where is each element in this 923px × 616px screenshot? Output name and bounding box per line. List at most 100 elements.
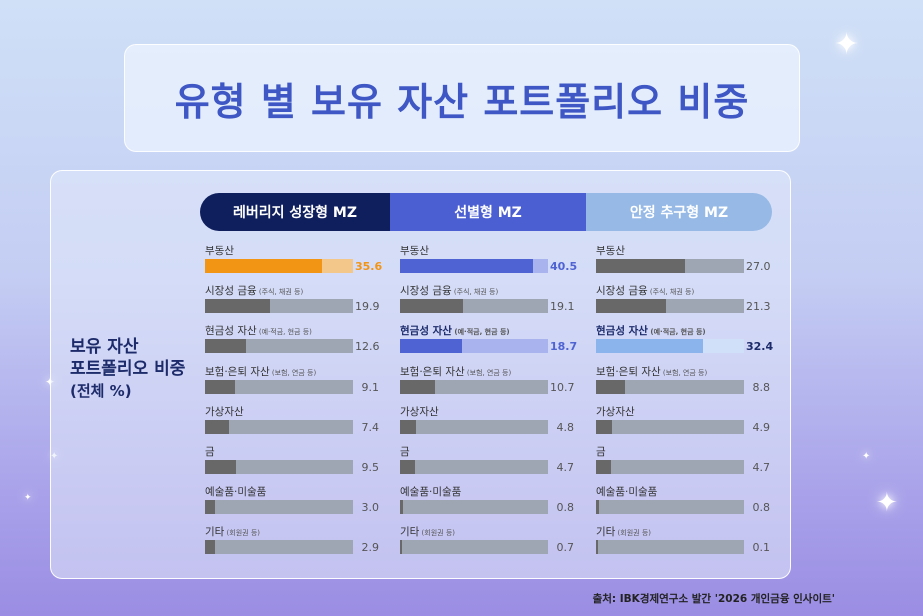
bar (596, 339, 703, 354)
category-label: 기타 (회원권 등) (205, 524, 260, 539)
value-label: 3.0 (361, 501, 380, 515)
value-label: 19.1 (550, 300, 575, 314)
bar (205, 460, 237, 474)
bar-track (596, 419, 744, 434)
category-name: 현금성 자산 (205, 325, 257, 338)
value-label: 32.4 (746, 340, 774, 354)
header-series-1: 레버리지 성장형 MZ (200, 193, 390, 231)
bar (596, 379, 625, 394)
category-label: 시장성 금융 (주식, 채권 등) (400, 283, 498, 298)
category-label: 부동산 (205, 243, 234, 258)
category-name: 기타 (205, 526, 225, 539)
side-label-line3: (전체 %) (70, 382, 132, 400)
category-label: 예술품·미술품 (205, 484, 266, 499)
category-name: 시장성 금융 (205, 285, 257, 298)
category-name: 금 (205, 446, 215, 458)
value-label: 2.9 (361, 541, 380, 555)
category-name: 보험·은퇴 자산 (400, 365, 465, 378)
bar-row: 부동산 27.0 (596, 243, 771, 283)
value-label: 8.8 (752, 380, 771, 394)
bar-row: 시장성 금융 (주식, 채권 등) 19.1 (400, 283, 575, 323)
bar-track (205, 379, 353, 394)
category-note: (예·적금, 현금 등) (256, 328, 312, 337)
category-note: (주식, 채권 등) (647, 288, 695, 297)
value-label: 21.3 (746, 300, 771, 314)
category-note: (보험, 연금 등) (269, 368, 317, 377)
category-label: 보험·은퇴 자산 (보험, 연금 등) (205, 364, 316, 379)
category-name: 가상자산 (205, 405, 244, 418)
category-name: 기타 (400, 526, 420, 539)
category-name: 가상자산 (400, 405, 439, 418)
value-label: 0.1 (752, 541, 771, 555)
bar-track (596, 540, 744, 555)
bar (400, 259, 534, 273)
side-label: 보유 자산 포트폴리오 비중 (전체 %) (70, 336, 200, 402)
bar-track (400, 339, 548, 354)
bar-row: 가상자산 4.9 (596, 404, 770, 444)
bar (205, 540, 215, 555)
bar (205, 339, 247, 354)
bar (205, 500, 215, 515)
bar-row: 기타 (회원권 등) 2.9 (205, 524, 379, 564)
bar-row: 부동산 35.6 (205, 243, 382, 283)
category-name: 금 (596, 446, 606, 458)
bar (596, 500, 599, 515)
bar-row: 현금성 자산 (예·적금, 현금 등) 12.6 (205, 323, 380, 363)
bar-track (205, 339, 353, 354)
bar-track (400, 299, 548, 314)
side-label-line2: 포트폴리오 비중 (70, 359, 186, 379)
value-label: 0.8 (752, 501, 771, 515)
category-note: (주식, 채권 등) (451, 288, 499, 297)
bar-track (205, 500, 353, 515)
header-series-2: 선별형 MZ (390, 193, 586, 231)
category-note: (회원권 등) (419, 529, 456, 538)
bar (400, 419, 416, 434)
value-label: 0.7 (556, 541, 575, 555)
category-name: 기타 (596, 526, 616, 539)
category-label: 금 (400, 444, 410, 459)
category-name: 부동산 (205, 245, 234, 257)
bar (400, 540, 403, 555)
bar-row: 가상자산 4.8 (400, 404, 574, 444)
bar (400, 339, 462, 354)
sparkle-decoration: ✦ (862, 451, 871, 462)
category-name: 예술품·미술품 (205, 486, 267, 499)
header-series-3: 안정 추구형 MZ (586, 193, 772, 231)
category-note: (보험, 연금 등) (464, 368, 512, 377)
category-label: 예술품·미술품 (596, 484, 657, 499)
category-name: 가상자산 (596, 405, 635, 418)
category-name: 보험·은퇴 자산 (596, 365, 661, 378)
bar-track (205, 460, 353, 474)
bar-track (596, 299, 744, 314)
value-label: 4.7 (556, 461, 575, 474)
bar-row: 기타 (회원권 등) 0.7 (400, 524, 574, 564)
bar (400, 379, 436, 394)
category-name: 시장성 금융 (596, 285, 648, 298)
bar-row: 보험·은퇴 자산 (보험, 연금 등) 8.8 (596, 364, 770, 404)
value-label: 19.9 (355, 300, 380, 314)
category-note: (예·적금, 현금 등) (647, 328, 706, 337)
bar-track (400, 460, 548, 474)
category-name: 부동산 (596, 245, 625, 257)
sparkle-decoration: ✦ (834, 27, 860, 62)
value-label: 40.5 (550, 260, 578, 273)
value-label: 27.0 (746, 260, 771, 273)
title-box: 유형 별 보유 자산 포트폴리오 비중 (124, 44, 800, 152)
bar (596, 460, 612, 474)
category-label: 부동산 (400, 243, 429, 258)
bar-row: 예술품·미술품 3.0 (205, 484, 379, 524)
category-label: 시장성 금융 (주식, 채권 등) (205, 283, 303, 298)
sparkle-decoration: ✦ (876, 488, 898, 518)
bar (596, 299, 667, 314)
bar-track (400, 259, 548, 273)
bar-row: 부동산 40.5 (400, 243, 577, 283)
bar-row: 현금성 자산 (예·적금, 현금 등) 32.4 (596, 323, 773, 363)
bar-track (400, 540, 548, 555)
category-name: 현금성 자산 (596, 325, 648, 338)
category-name: 예술품·미술품 (596, 486, 658, 499)
source-note: 출처: IBK경제연구소 발간 '2026 개인금융 인사이트' (592, 593, 835, 605)
value-label: 18.7 (550, 340, 578, 354)
category-label: 기타 (회원권 등) (596, 524, 651, 539)
bar-track (596, 379, 744, 394)
bar-track (596, 500, 744, 515)
